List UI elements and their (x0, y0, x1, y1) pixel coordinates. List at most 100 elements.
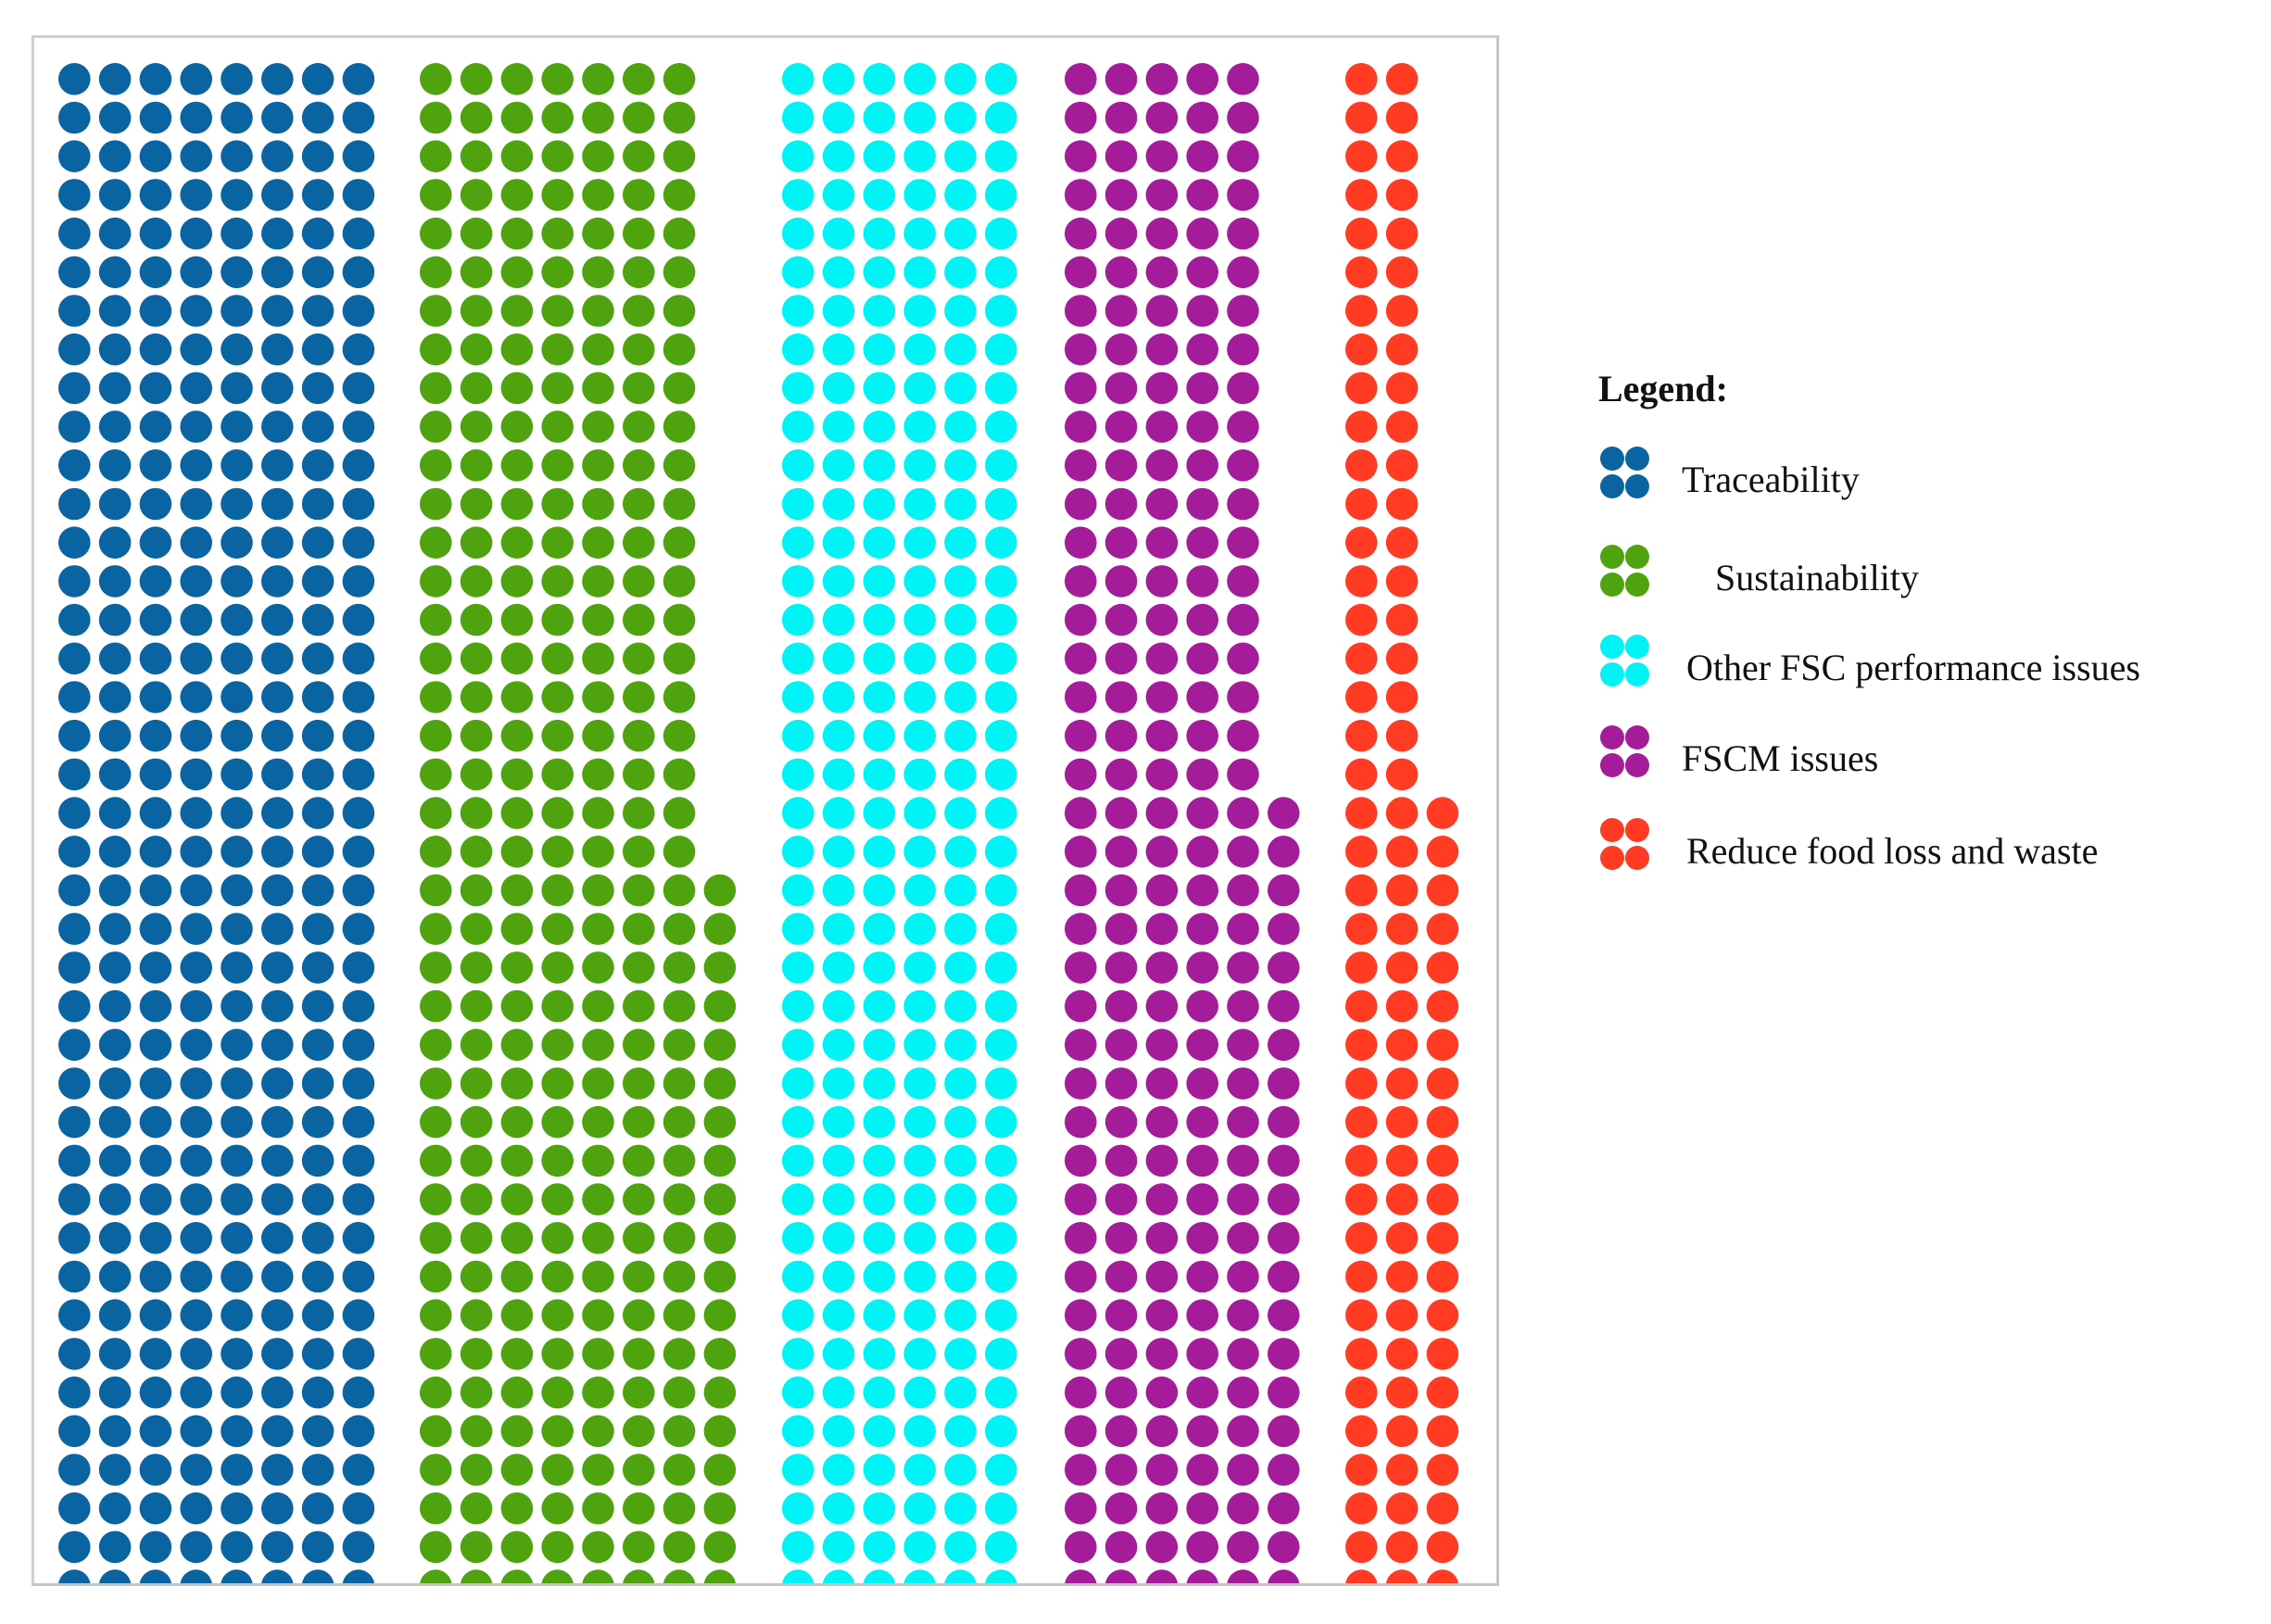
dot-other-fsc-performance-issues (782, 603, 814, 636)
dot-other-fsc-performance-issues (985, 1067, 1017, 1100)
dot-other-fsc-performance-issues (985, 951, 1017, 984)
dot-reduce-food-loss-and-waste (1385, 63, 1419, 95)
dot-fscm-issues (1227, 256, 1259, 289)
dot-traceability (58, 256, 91, 289)
dot-other-fsc-performance-issues (782, 1260, 814, 1293)
dot-fscm-issues (1268, 797, 1300, 829)
dot-sustainability (662, 719, 696, 752)
dot-traceability (221, 63, 253, 95)
dot-traceability (221, 140, 253, 172)
legend-label-fscm: FSCM issues (1682, 737, 1879, 779)
dot-other-fsc-performance-issues (782, 140, 814, 172)
dot-traceability (58, 1183, 91, 1215)
dot-other-fsc-performance-issues (985, 1376, 1017, 1409)
dot-sustainability (703, 1299, 737, 1331)
dot-sustainability (541, 1492, 574, 1525)
dot-other-fsc-performance-issues (863, 1183, 896, 1215)
dot-reduce-food-loss-and-waste (1385, 295, 1419, 327)
dot-traceability (139, 101, 172, 134)
dot-sustainability (500, 1415, 534, 1448)
dot-sustainability (460, 1183, 493, 1215)
dot-fscm-issues (1104, 1415, 1138, 1448)
dot-reduce-food-loss-and-waste (1385, 1028, 1419, 1062)
dot-fscm-issues (1065, 989, 1097, 1023)
dot-traceability (221, 1260, 253, 1293)
dot-reduce-food-loss-and-waste (1385, 951, 1419, 984)
dot-sustainability (703, 1376, 737, 1409)
dot-sustainability (541, 565, 574, 598)
dot-sustainability (420, 526, 452, 559)
dot-other-fsc-performance-issues (944, 565, 977, 598)
dot-fscm-issues (1186, 1530, 1218, 1564)
dot-other-fsc-performance-issues (822, 333, 855, 366)
dot-sustainability (500, 101, 534, 134)
dot-sustainability (662, 371, 696, 405)
dot-fscm-issues (1268, 836, 1300, 868)
dot-other-fsc-performance-issues (985, 758, 1017, 791)
dot-fscm-issues (1145, 1067, 1179, 1100)
dot-traceability (180, 63, 212, 95)
dot-fscm-issues (1186, 1415, 1218, 1448)
dot-reduce-food-loss-and-waste (1385, 487, 1419, 521)
legend-swatch-sustainability (1600, 545, 1649, 597)
dot-fscm-issues (1104, 179, 1138, 211)
dot-sustainability (420, 140, 452, 172)
dot-other-fsc-performance-issues (944, 449, 977, 482)
dot-sustainability (500, 989, 534, 1023)
legend-dot-sustainability (1625, 545, 1649, 569)
dot-sustainability (500, 1569, 533, 1583)
dot-fscm-issues (1186, 913, 1218, 945)
dot-traceability (342, 603, 375, 636)
dot-fscm-issues (1227, 1492, 1259, 1525)
dot-sustainability (703, 1144, 737, 1177)
dot-reduce-food-loss-and-waste (1345, 719, 1378, 752)
dot-sustainability (582, 951, 614, 984)
dot-other-fsc-performance-issues (903, 295, 936, 327)
dot-other-fsc-performance-issues (985, 1222, 1017, 1254)
dot-traceability (342, 1144, 375, 1177)
dot-traceability (221, 1028, 253, 1062)
dot-traceability (180, 603, 212, 636)
dot-reduce-food-loss-and-waste (1345, 1569, 1378, 1583)
dot-sustainability (500, 487, 534, 521)
dot-other-fsc-performance-issues (822, 758, 855, 791)
dot-sustainability (420, 295, 452, 327)
dot-reduce-food-loss-and-waste (1385, 1067, 1419, 1100)
dot-fscm-issues (1186, 1183, 1218, 1215)
dot-other-fsc-performance-issues (944, 719, 977, 752)
dot-traceability (301, 874, 334, 907)
dot-sustainability (541, 681, 574, 713)
dot-sustainability (460, 101, 493, 134)
dot-fscm-issues (1186, 1222, 1218, 1254)
dot-traceability (301, 951, 334, 984)
dot-reduce-food-loss-and-waste (1385, 179, 1419, 211)
dot-other-fsc-performance-issues (985, 1105, 1017, 1139)
dot-traceability (302, 1569, 334, 1583)
dot-fscm-issues (1104, 410, 1138, 443)
dot-traceability (261, 1338, 294, 1370)
dot-other-fsc-performance-issues (985, 565, 1017, 598)
dot-other-fsc-performance-issues (985, 681, 1017, 713)
dot-reduce-food-loss-and-waste (1385, 333, 1419, 366)
dot-fscm-issues (1104, 101, 1138, 134)
dot-reduce-food-loss-and-waste (1345, 1183, 1378, 1215)
legend-dot-reduce-food-loss-and-waste (1600, 846, 1624, 870)
dot-reduce-food-loss-and-waste (1345, 1222, 1378, 1254)
dot-sustainability (420, 874, 452, 907)
dot-other-fsc-performance-issues (903, 1260, 936, 1293)
dot-sustainability (500, 913, 534, 945)
dot-traceability (98, 1492, 132, 1525)
dot-other-fsc-performance-issues (903, 1222, 936, 1254)
dot-sustainability (703, 1530, 737, 1564)
dot-traceability (301, 63, 334, 95)
legend-swatch-traceability (1600, 447, 1649, 498)
dot-sustainability (460, 1067, 493, 1100)
legend-dot-sustainability (1600, 573, 1624, 597)
dot-traceability (98, 217, 132, 250)
chart-frame (32, 35, 1499, 1586)
dot-sustainability (662, 333, 696, 366)
dot-traceability (261, 1492, 294, 1525)
dot-traceability (139, 681, 172, 713)
dot-sustainability (541, 63, 574, 95)
dot-reduce-food-loss-and-waste (1385, 1376, 1419, 1409)
